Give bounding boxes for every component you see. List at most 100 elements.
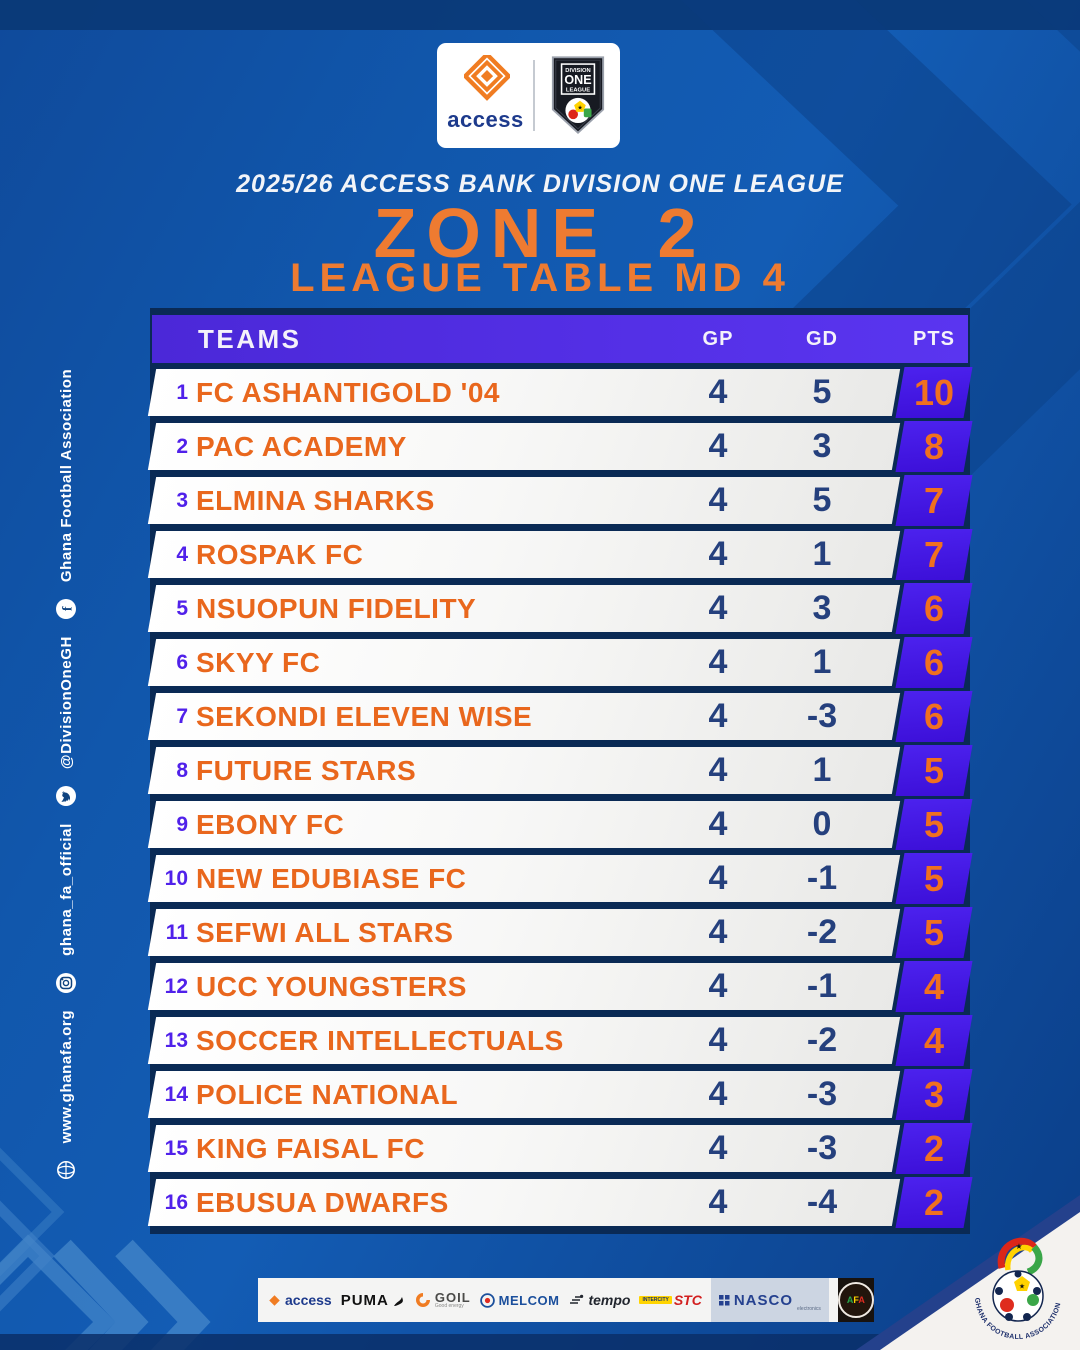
points-value: 5 xyxy=(923,750,945,791)
rank-label: 13 xyxy=(164,1029,188,1052)
points-value: 6 xyxy=(923,642,945,683)
team-name: SEKONDI ELEVEN WISE xyxy=(196,701,533,732)
rank-label: 14 xyxy=(164,1083,188,1106)
twitter-handle: @DivisionOneGH xyxy=(57,636,75,770)
division-one-league-badge: DIVISION ONE LEAGUE ★ xyxy=(551,56,605,135)
points-value: 2 xyxy=(923,1182,945,1223)
points-value: 6 xyxy=(923,588,945,629)
rank-label: 3 xyxy=(176,489,188,512)
table-row: 3 ELMINA SHARKS 4 5 7 xyxy=(147,475,973,526)
games-played-value: 4 xyxy=(708,751,728,789)
rank-label: 16 xyxy=(164,1191,188,1214)
goal-difference-value: -2 xyxy=(806,913,838,951)
column-header-gd: GD xyxy=(806,328,838,350)
competition-subtitle: 2025/26 ACCESS BANK DIVISION ONE LEAGUE xyxy=(236,170,844,198)
team-name: SKYY FC xyxy=(196,647,321,678)
team-name: ROSPAK FC xyxy=(196,539,364,570)
points-value: 4 xyxy=(923,1020,945,1061)
sponsor-afa: AFA xyxy=(837,1278,874,1322)
goal-difference-value: 1 xyxy=(812,751,832,789)
logo-card: access DIVISION ONE LEAGUE ★ xyxy=(437,43,620,148)
goal-difference-value: -4 xyxy=(806,1183,838,1221)
games-played-value: 4 xyxy=(708,913,728,951)
ghana-fa-logo: ★ ★ GHANA FOOTBALL ASSOCIATION xyxy=(973,1237,1062,1341)
team-name: NSUOPUN FIDELITY xyxy=(196,593,477,624)
table-row: 4 ROSPAK FC 4 1 7 xyxy=(147,529,973,580)
zone-title: ZONE 2 xyxy=(373,194,707,272)
nasco-grid-icon xyxy=(718,1294,730,1305)
sponsor-bar: access PUMA GOIL Good energy MELCOM xyxy=(258,1278,874,1322)
games-played-value: 4 xyxy=(708,535,728,573)
svg-text:★: ★ xyxy=(1019,1283,1025,1291)
team-name: POLICE NATIONAL xyxy=(196,1079,459,1110)
svg-text:DIVISION: DIVISION xyxy=(565,68,590,74)
rank-label: 11 xyxy=(165,921,188,944)
team-name: EBONY FC xyxy=(196,809,345,840)
sponsor-puma: PUMA xyxy=(341,1292,406,1309)
table-row: 14 POLICE NATIONAL 4 -3 3 xyxy=(147,1069,973,1120)
team-name: UCC YOUNGSTERS xyxy=(196,971,467,1002)
table-row: 13 SOCCER INTELLECTUALS 4 -2 4 xyxy=(147,1015,973,1066)
top-dark-band xyxy=(0,0,1080,30)
points-value: 2 xyxy=(923,1128,945,1169)
goal-difference-value: -3 xyxy=(806,1129,838,1167)
globe-icon xyxy=(57,1161,75,1180)
column-header-pts: PTS xyxy=(913,328,955,350)
rank-label: 12 xyxy=(164,975,188,998)
instagram-icon xyxy=(56,972,76,993)
rank-label: 10 xyxy=(164,867,188,890)
points-value: 5 xyxy=(923,912,945,953)
goal-difference-value: -1 xyxy=(806,859,838,897)
goal-difference-value: -3 xyxy=(806,697,838,735)
goal-difference-value: 1 xyxy=(812,535,832,573)
table-row: 12 UCC YOUNGSTERS 4 -1 4 xyxy=(147,961,973,1012)
goal-difference-value: 0 xyxy=(812,805,832,843)
games-played-value: 4 xyxy=(708,643,728,681)
table-row: 2 PAC ACADEMY 4 3 8 xyxy=(147,421,973,472)
games-played-value: 4 xyxy=(708,373,728,411)
afa-circle-logo: AFA xyxy=(837,1282,874,1318)
svg-text:ONE: ONE xyxy=(564,73,591,87)
table-row: 10 NEW EDUBIASE FC 4 -1 5 xyxy=(147,853,973,904)
twitter-icon xyxy=(56,786,76,807)
games-played-value: 4 xyxy=(708,589,728,627)
instagram-handle: ghana_fa_official xyxy=(57,823,75,956)
table-row: 7 SEKONDI ELEVEN WISE 4 -3 6 xyxy=(147,691,973,742)
svg-text:★: ★ xyxy=(577,105,582,112)
points-value: 8 xyxy=(923,426,945,467)
points-value: 7 xyxy=(923,534,945,575)
team-name: SEFWI ALL STARS xyxy=(196,917,454,948)
team-name: EBUSUA DWARFS xyxy=(196,1187,449,1218)
points-value: 5 xyxy=(923,804,945,845)
games-played-value: 4 xyxy=(708,967,728,1005)
team-name: SOCCER INTELLECTUALS xyxy=(196,1025,564,1056)
games-played-value: 4 xyxy=(708,1021,728,1059)
games-played-value: 4 xyxy=(708,859,728,897)
access-diamond-icon xyxy=(269,1294,280,1306)
bottom-dark-band xyxy=(0,1334,1080,1350)
rank-label: 7 xyxy=(176,705,188,728)
goal-difference-value: 5 xyxy=(812,373,832,411)
rank-label: 1 xyxy=(176,381,188,404)
table-row: 11 SEFWI ALL STARS 4 -2 5 xyxy=(147,907,973,958)
sponsor-goil: GOIL Good energy xyxy=(415,1291,471,1309)
rank-label: 15 xyxy=(164,1137,188,1160)
rank-label: 5 xyxy=(176,597,188,620)
points-value: 10 xyxy=(913,372,955,413)
rank-label: 4 xyxy=(176,543,188,566)
table-row: 16 EBUSUA DWARFS 4 -4 2 xyxy=(147,1177,973,1228)
access-bank-icon xyxy=(464,55,510,101)
rank-label: 2 xyxy=(176,435,188,458)
games-played-value: 4 xyxy=(708,481,728,519)
goal-difference-value: 3 xyxy=(812,427,832,465)
table-row: 15 KING FAISAL FC 4 -3 2 xyxy=(147,1123,973,1174)
points-value: 7 xyxy=(923,480,945,521)
team-name: PAC ACADEMY xyxy=(196,431,407,462)
goal-difference-value: 3 xyxy=(812,589,832,627)
games-played-value: 4 xyxy=(708,805,728,843)
goal-difference-value: -1 xyxy=(806,967,838,1005)
points-value: 6 xyxy=(923,696,945,737)
rank-label: 6 xyxy=(176,651,188,674)
puma-cat-icon xyxy=(393,1297,403,1306)
